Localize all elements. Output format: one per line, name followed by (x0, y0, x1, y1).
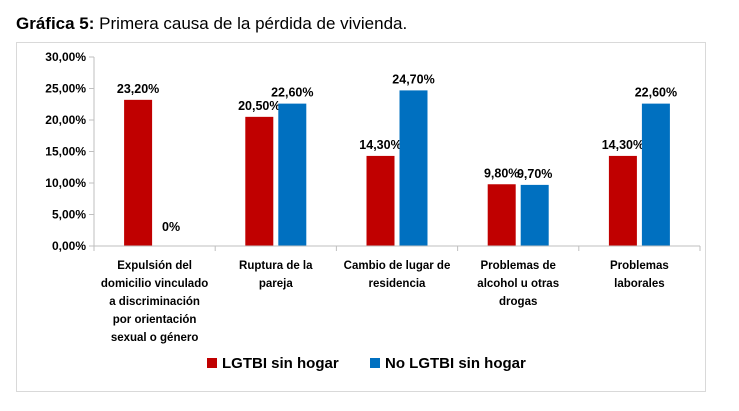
bar-no-lgtbi (399, 90, 428, 246)
data-label: 24,70% (392, 72, 434, 86)
legend-swatch (207, 358, 217, 368)
x-category-label: Expulsión del domicilio vinculado a discri… (101, 260, 208, 344)
data-label: 22,60% (271, 86, 313, 100)
y-tick-label: 20,00% (45, 113, 86, 127)
chart-frame (16, 42, 706, 392)
data-label: 22,60% (635, 86, 677, 100)
x-category-label: Ruptura de la pareja (239, 260, 313, 290)
y-tick-label: 5,00% (52, 208, 86, 222)
bar-lgtbi (366, 155, 395, 246)
bar-lgtbi (487, 184, 516, 246)
data-label: 14,30% (359, 138, 401, 152)
data-label: 9,80% (484, 166, 519, 180)
bar-lgtbi (608, 155, 637, 246)
y-tick-label: 30,00% (45, 50, 86, 64)
data-label: 14,30% (602, 138, 644, 152)
y-tick-label: 25,00% (45, 82, 86, 96)
x-category-label: Cambio de lugar de residencia (344, 260, 451, 290)
legend-swatch (370, 358, 380, 368)
x-category-label: Problemas de alcohol u otras drogas (477, 260, 559, 308)
bar-no-lgtbi (278, 103, 307, 247)
chart-caption: Gráfica 5: Primera causa de la pérdida d… (16, 14, 407, 34)
caption-prefix: Gráfica 5: (16, 14, 95, 33)
bar-lgtbi (245, 116, 274, 246)
data-label: 9,70% (517, 167, 552, 181)
y-tick-label: 0,00% (52, 239, 86, 253)
legend-label: No LGTBI sin hogar (385, 355, 526, 372)
y-tick-label: 10,00% (45, 176, 86, 190)
bar-lgtbi (124, 99, 153, 246)
x-category-label: Problemas laborales (610, 260, 669, 290)
legend-label: LGTBI sin hogar (222, 355, 339, 372)
bar-no-lgtbi (520, 184, 549, 246)
data-label: 0% (162, 220, 180, 234)
data-label: 20,50% (238, 99, 280, 113)
bar-no-lgtbi (641, 103, 670, 247)
y-tick-label: 15,00% (45, 145, 86, 159)
caption-text: Primera causa de la pérdida de vivienda. (94, 14, 408, 33)
data-label: 23,20% (117, 82, 159, 96)
